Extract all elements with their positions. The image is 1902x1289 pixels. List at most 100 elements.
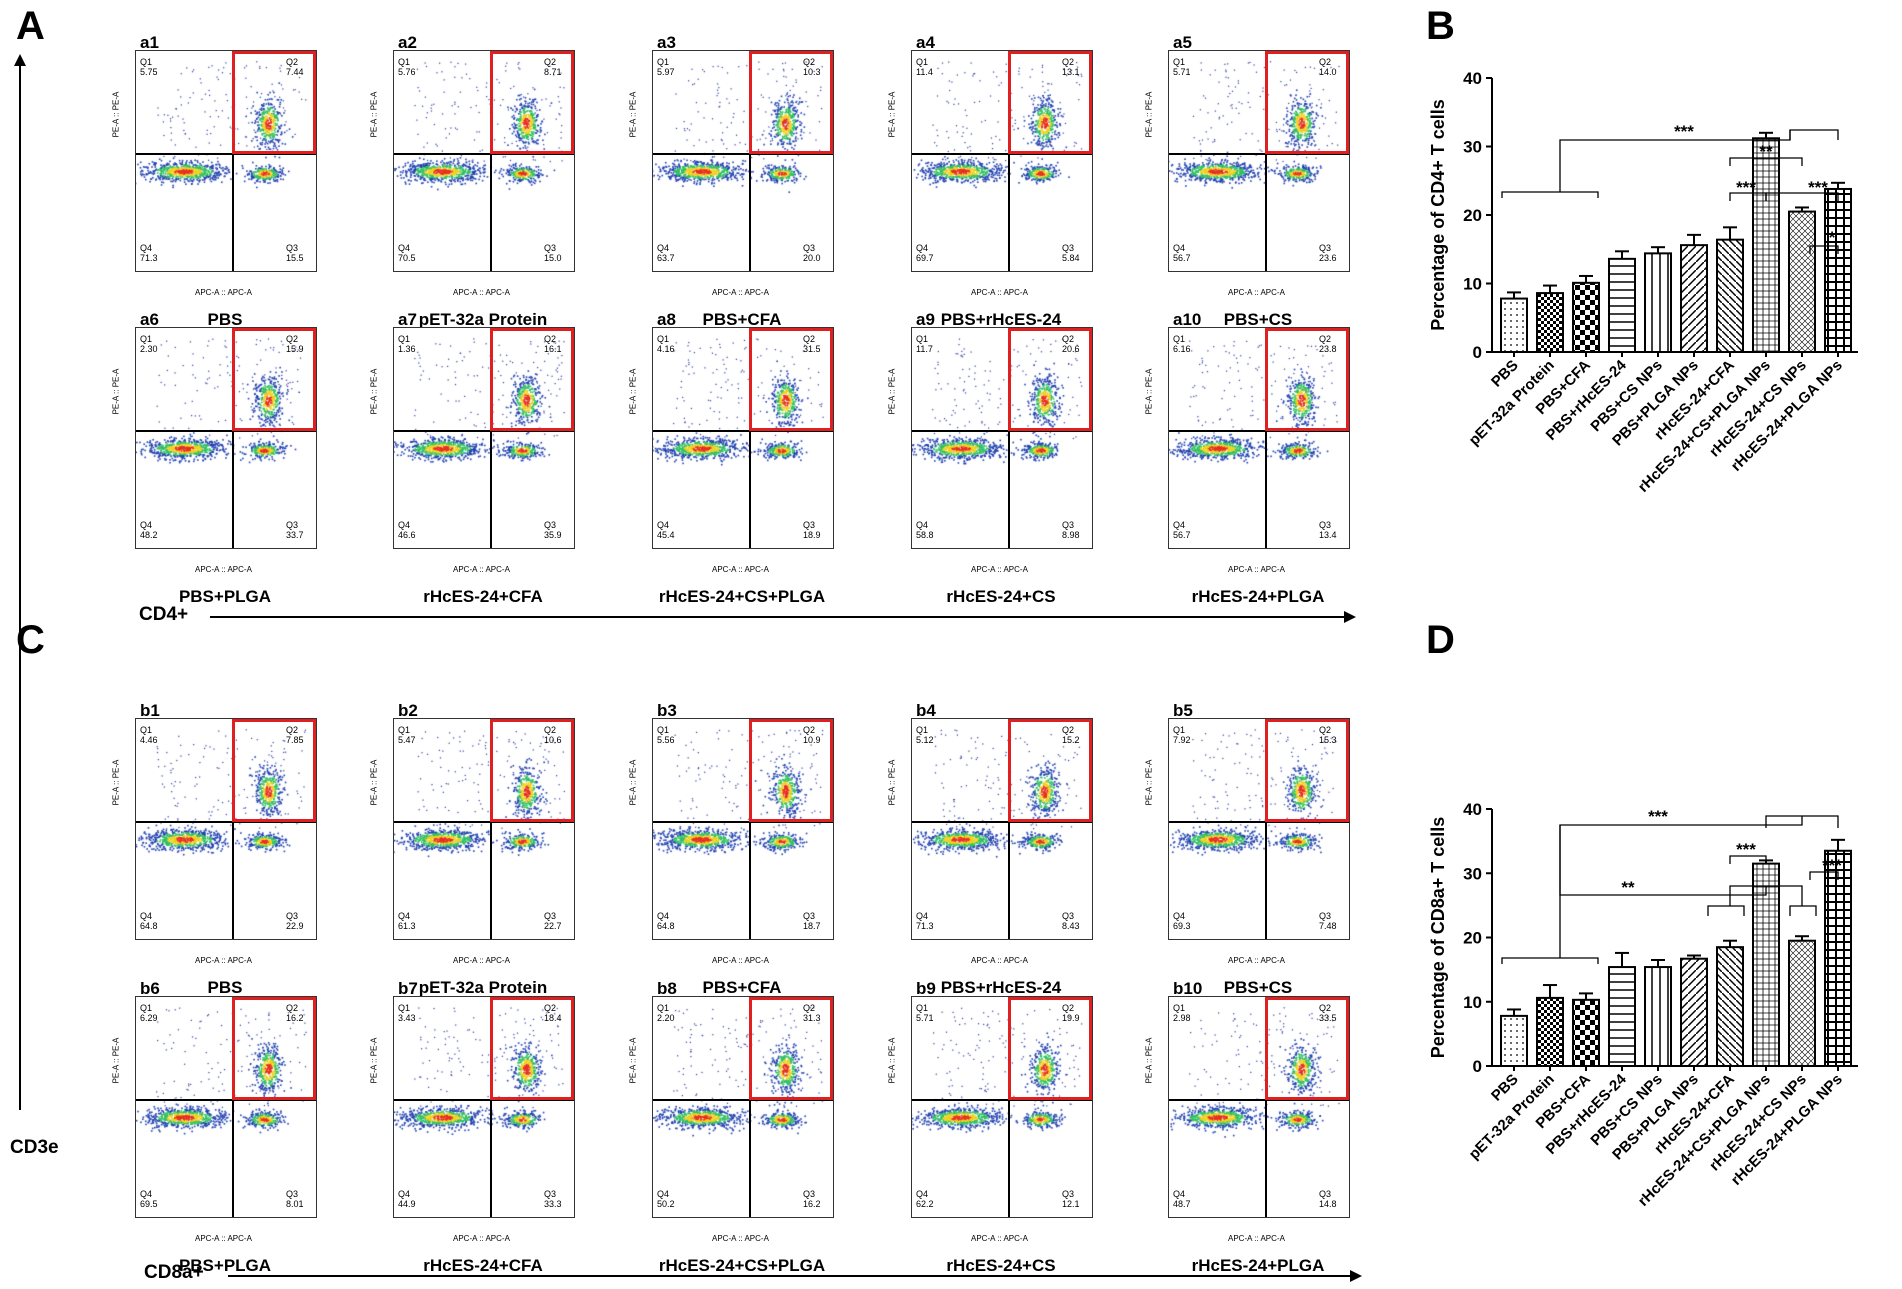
significance-label: ***	[1736, 178, 1756, 197]
bracket	[1729, 157, 1803, 166]
q4-value: Q4 44.9	[398, 1189, 416, 1209]
y-axis-label: PE-A :: PE-A	[111, 91, 121, 138]
density-plot	[653, 328, 833, 548]
density-plot	[136, 997, 316, 1217]
cd4-arrow-head	[1344, 611, 1356, 623]
y-axis-label: PE-A :: PE-A	[369, 1037, 379, 1084]
panel-caption: pET-32a Protein	[418, 310, 548, 329]
q2-gate-highlight	[490, 719, 574, 822]
gate-vertical-line	[490, 51, 492, 271]
y-axis-label: PE-A :: PE-A	[887, 368, 897, 415]
q2-value: Q2 13.1	[1062, 57, 1080, 77]
q2-value: Q2 7.44	[286, 57, 304, 77]
q2-value: Q2 31.5	[803, 334, 821, 354]
density-plot	[394, 328, 574, 548]
panel-caption: PBS+rHcES-24	[940, 978, 1062, 997]
panel-caption: PBS+rHcES-24	[940, 310, 1062, 329]
q1-value: Q1 2.30	[140, 334, 158, 354]
bar	[1608, 966, 1636, 1067]
panel-caption: pET-32a Protein	[418, 978, 548, 997]
gate-vertical-line	[1008, 719, 1010, 939]
q2-value: Q2 20.6	[1062, 334, 1080, 354]
flow-plot: Q1 11.7 Q2 20.6 Q4 58.8 Q3 8.98	[911, 327, 1093, 549]
density-plot	[1169, 997, 1349, 1217]
q1-value: Q1 11.7	[916, 334, 933, 354]
bracket	[1809, 245, 1839, 254]
density-plot	[394, 719, 574, 939]
q3-value: Q3 8.43	[1062, 911, 1080, 931]
panel-tag: a7	[398, 310, 417, 329]
x-axis-label: APC-A :: APC-A	[971, 1234, 1028, 1243]
q4-value: Q4 69.3	[1173, 911, 1191, 931]
bracket	[1707, 905, 1745, 916]
density-plot	[394, 51, 574, 271]
q3-value: Q3 12.1	[1062, 1189, 1080, 1209]
q1-value: Q1 2.98	[1173, 1003, 1191, 1023]
q1-value: Q1 5.76	[398, 57, 416, 77]
q2-value: Q2 10.9	[803, 725, 821, 745]
flow-plot: Q1 4.16 Q2 31.5 Q4 45.4 Q3 18.9	[652, 327, 834, 549]
gate-horizontal-line	[912, 821, 1092, 823]
bracket	[1809, 871, 1839, 880]
y-axis-label: PE-A :: PE-A	[628, 1037, 638, 1084]
q2-value: Q2 15.2	[1062, 725, 1080, 745]
q2-gate-highlight	[490, 328, 574, 431]
density-plot	[912, 328, 1092, 548]
gate-horizontal-line	[653, 153, 833, 155]
panel-tag: a5	[1173, 33, 1192, 52]
q3-value: Q3 35.9	[544, 520, 562, 540]
q2-gate-highlight	[490, 997, 574, 1100]
density-plot	[653, 51, 833, 271]
gate-vertical-line	[1265, 719, 1267, 939]
flow-plot: Q1 5.75 Q2 7.44 Q4 71.3 Q3 15.5	[135, 50, 317, 272]
density-plot	[653, 997, 833, 1217]
y-tick-label: 30	[1463, 138, 1482, 157]
q4-value: Q4 58.8	[916, 520, 934, 540]
x-axis-label: APC-A :: APC-A	[712, 956, 769, 965]
gate-vertical-line	[490, 719, 492, 939]
gate-vertical-line	[749, 328, 751, 548]
y-axis-label: PE-A :: PE-A	[887, 1037, 897, 1084]
q2-gate-highlight	[1265, 997, 1349, 1100]
significance-label: **	[1621, 878, 1635, 897]
panel-caption: PBS+PLGA	[178, 1256, 272, 1275]
bar	[1500, 297, 1528, 354]
flow-plot: Q1 7.92 Q2 15.3 Q4 69.3 Q3 7.48	[1168, 718, 1350, 940]
density-plot	[653, 719, 833, 939]
cd3e-axis-arrow	[19, 60, 21, 1110]
q1-value: Q1 11.4	[916, 57, 933, 77]
q1-value: Q1 2.20	[657, 1003, 675, 1023]
gate-vertical-line	[490, 997, 492, 1217]
q3-value: Q3 5.84	[1062, 243, 1080, 263]
flow-plot: Q1 6.16 Q2 23.8 Q4 56.7 Q3 13.4	[1168, 327, 1350, 549]
q2-value: Q2 15.9	[286, 334, 304, 354]
significance-label: **	[1759, 142, 1773, 161]
x-axis-label: APC-A :: APC-A	[195, 956, 252, 965]
q2-gate-highlight	[232, 51, 316, 154]
panel-tag: b3	[657, 701, 677, 720]
q4-value: Q4 46.6	[398, 520, 416, 540]
panel-tag: b1	[140, 701, 160, 720]
y-axis-label: PE-A :: PE-A	[1144, 759, 1154, 806]
gate-vertical-line	[232, 328, 234, 548]
q4-value: Q4 48.2	[140, 520, 158, 540]
q4-value: Q4 56.7	[1173, 520, 1191, 540]
gate-vertical-line	[1008, 328, 1010, 548]
bracket	[1729, 885, 1803, 906]
panel-caption: rHcES-24+CS	[946, 1256, 1056, 1275]
density-plot	[394, 997, 574, 1217]
x-axis-label: APC-A :: APC-A	[1228, 956, 1285, 965]
bar	[1572, 281, 1600, 353]
y-tick-label: 10	[1463, 275, 1482, 294]
q4-value: Q4 69.5	[140, 1189, 158, 1209]
q1-value: Q1 5.56	[657, 725, 675, 745]
panel-tag: b7	[398, 979, 418, 998]
bar	[1680, 957, 1708, 1068]
bar	[1680, 244, 1708, 353]
panel-caption: rHcES-24+PLGA	[1191, 587, 1325, 606]
y-axis-label: PE-A :: PE-A	[1144, 1037, 1154, 1084]
y-tick-label: 40	[1463, 69, 1482, 88]
panel-caption: PBS+CFA	[702, 310, 782, 329]
cd8-axis-arrow	[228, 1275, 1352, 1277]
panel-tag: a8	[657, 310, 676, 329]
